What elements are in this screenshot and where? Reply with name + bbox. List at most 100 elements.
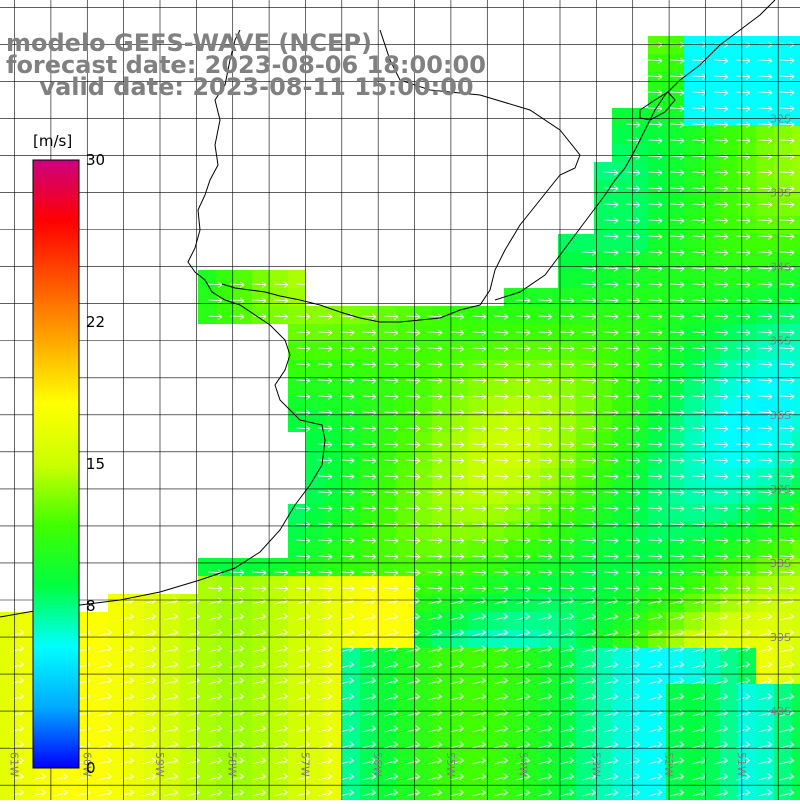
- wind-vector-head: [635, 153, 641, 158]
- wind-vector-head: [591, 460, 597, 465]
- wind-vector-head: [789, 156, 795, 161]
- wind-speed-cell: [396, 504, 414, 522]
- wind-vector: [471, 427, 487, 430]
- wind-speed-cell: [144, 684, 162, 702]
- wind-vector-head: [481, 508, 487, 513]
- wind-speed-cell: [702, 324, 720, 342]
- wind-vectors: [9, 41, 795, 797]
- wind-vector-head: [569, 728, 574, 732]
- wind-vector: [537, 363, 553, 366]
- wind-speed-cell: [306, 594, 324, 612]
- wind-vector-head: [789, 460, 795, 465]
- wind-vector: [735, 379, 751, 382]
- wind-vector: [427, 411, 443, 414]
- wind-vector-head: [657, 233, 663, 238]
- wind-vector-head: [591, 632, 596, 636]
- wind-speed-cell: [360, 576, 378, 594]
- wind-vector-head: [349, 645, 354, 649]
- wind-speed-cell: [288, 360, 306, 378]
- wind-vector: [493, 523, 509, 526]
- wind-speed-cell: [450, 450, 468, 468]
- wind-speed-cell: [576, 792, 594, 804]
- wind-vector-head: [679, 297, 685, 302]
- wind-vector: [515, 299, 531, 302]
- wind-vector-head: [327, 377, 333, 382]
- wind-speed-cell: [684, 576, 702, 594]
- wind-vector-head: [635, 220, 641, 225]
- wind-speed-cell: [594, 324, 612, 342]
- wind-vector-head: [657, 553, 663, 558]
- wind-vector-head: [393, 444, 399, 449]
- wind-vector-head: [679, 680, 684, 684]
- wind-vector-head: [679, 712, 684, 716]
- wind-vector-head: [635, 233, 641, 238]
- wind-vector-head: [767, 313, 773, 318]
- wind-vector: [185, 760, 200, 765]
- wind-vector-head: [635, 396, 641, 401]
- wind-speed-cell: [414, 594, 432, 612]
- wind-speed-cell: [774, 306, 792, 324]
- wind-speed-cell: [288, 306, 306, 324]
- wind-vector-head: [481, 556, 487, 561]
- wind-vector: [361, 443, 377, 446]
- wind-vector-head: [745, 441, 751, 446]
- wind-speed-cell: [324, 576, 342, 594]
- wind-vector-head: [437, 792, 442, 796]
- wind-speed-cell: [522, 414, 540, 432]
- wind-vector: [361, 555, 377, 558]
- wind-speed-cell: [720, 126, 738, 144]
- wind-vector-head: [789, 613, 794, 617]
- wind-vector-head: [613, 457, 619, 462]
- colorbar-tick-label: 22: [86, 313, 105, 331]
- wind-vector: [559, 696, 574, 701]
- wind-vector-head: [503, 725, 508, 729]
- wind-speed-cell: [414, 630, 432, 648]
- wind-vector-head: [547, 680, 552, 684]
- wind-speed-cell: [432, 414, 450, 432]
- wind-speed-cell: [270, 684, 288, 702]
- wind-vector: [515, 760, 530, 765]
- wind-vector-head: [745, 156, 751, 161]
- wind-vector-head: [613, 760, 618, 764]
- wind-speed-cell: [702, 486, 720, 504]
- wind-vector-head: [305, 616, 310, 620]
- wind-vector: [581, 395, 597, 398]
- wind-vector-head: [481, 616, 486, 620]
- wind-vector: [647, 379, 663, 382]
- wind-speed-cell: [702, 144, 720, 162]
- wind-speed-cell: [468, 612, 486, 630]
- wind-speed-cell: [738, 576, 756, 594]
- wind-speed-cell: [756, 720, 774, 738]
- wind-vector-head: [789, 537, 795, 542]
- wind-vector: [515, 523, 531, 526]
- wind-speed-cell: [612, 342, 630, 360]
- wind-vector-head: [745, 57, 751, 62]
- wind-vector: [273, 792, 288, 797]
- wind-vector-head: [349, 553, 355, 558]
- wind-vector-head: [745, 600, 750, 604]
- wind-speed-cell: [450, 396, 468, 414]
- wind-vector-head: [547, 712, 552, 716]
- wind-speed-cell: [306, 324, 324, 342]
- wind-vector-head: [437, 629, 442, 633]
- wind-vector: [119, 664, 134, 669]
- wind-vector-head: [679, 588, 685, 593]
- wind-vector: [559, 443, 575, 446]
- wind-vector: [119, 616, 134, 621]
- wind-speed-cell: [774, 54, 792, 72]
- wind-vector: [647, 648, 662, 653]
- wind-vector-head: [459, 725, 464, 729]
- wind-vector: [713, 648, 728, 653]
- wind-speed-cell: [396, 324, 414, 342]
- wind-vector-head: [525, 313, 531, 318]
- wind-speed-cell: [792, 108, 800, 126]
- wind-vector-head: [723, 476, 729, 481]
- wind-vector-head: [327, 521, 333, 526]
- wind-vector-head: [371, 428, 377, 433]
- wind-vector: [691, 187, 707, 190]
- wind-vector-head: [437, 648, 442, 652]
- wind-vector-head: [349, 680, 354, 684]
- wind-vector-head: [657, 249, 663, 254]
- wind-speed-cell: [378, 324, 396, 342]
- wind-vector: [317, 315, 333, 318]
